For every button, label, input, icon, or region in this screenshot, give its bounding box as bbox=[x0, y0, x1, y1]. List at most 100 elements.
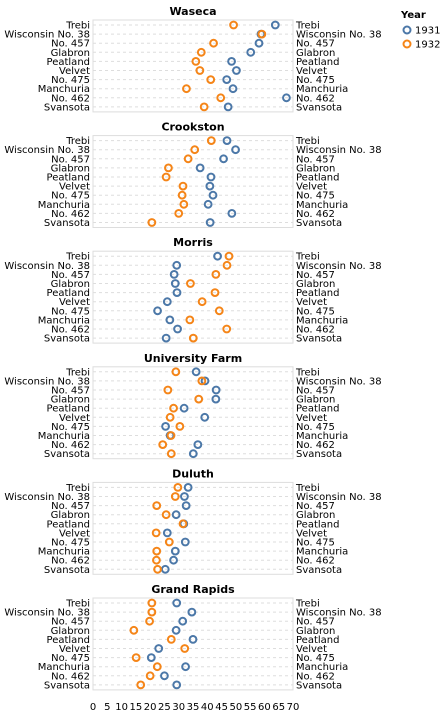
facet-title-duluth: Duluth bbox=[172, 467, 214, 480]
y-tick-right-morris-velvet: Velvet bbox=[296, 297, 327, 308]
point-grand-rapids-manchuria-1932 bbox=[152, 662, 162, 672]
point-waseca-no-457-1931 bbox=[254, 38, 264, 48]
y-tick-right-crookston-svansota: Svansota bbox=[296, 218, 342, 229]
point-morris-manchuria-1931 bbox=[165, 315, 175, 325]
y-tick-right-morris-trebi: Trebi bbox=[295, 252, 320, 263]
y-tick-left-duluth-no-475: No. 475 bbox=[51, 538, 90, 549]
y-tick-left-grand-rapids-manchuria: Manchuria bbox=[38, 662, 90, 673]
point-university-farm-no-462-1931 bbox=[193, 440, 203, 450]
y-tick-right-waseca-manchuria: Manchuria bbox=[296, 84, 348, 95]
point-university-farm-velvet-1931 bbox=[200, 412, 210, 422]
y-tick-right-university-farm-no-457: No. 457 bbox=[296, 386, 335, 397]
y-tick-right-crookston-manchuria: Manchuria bbox=[296, 200, 348, 211]
facet-title-crookston: Crookston bbox=[161, 121, 224, 134]
point-crookston-no-475-1931 bbox=[208, 190, 218, 200]
y-tick-right-duluth-glabron: Glabron bbox=[296, 510, 335, 521]
facet-frame-waseca bbox=[92, 19, 294, 113]
point-morris-velvet-1931 bbox=[162, 297, 172, 307]
facet-title-grand-rapids: Grand Rapids bbox=[151, 583, 235, 596]
point-morris-no-475-1932 bbox=[214, 306, 224, 316]
y-tick-left-grand-rapids-svansota: Svansota bbox=[44, 680, 90, 691]
y-tick-right-grand-rapids-glabron: Glabron bbox=[296, 626, 335, 637]
y-tick-right-morris-wisconsin-no-38: Wisconsin No. 38 bbox=[296, 261, 382, 272]
point-crookston-trebi-1931 bbox=[222, 136, 232, 146]
y-tick-right-crookston-no-457: No. 457 bbox=[296, 154, 335, 165]
x-tick-40: 40 bbox=[201, 702, 214, 713]
x-tick-25: 25 bbox=[158, 702, 171, 713]
y-tick-right-grand-rapids-no-457: No. 457 bbox=[296, 617, 335, 628]
y-tick-right-duluth-no-457: No. 457 bbox=[296, 501, 335, 512]
y-tick-left-morris-wisconsin-no-38: Wisconsin No. 38 bbox=[4, 261, 90, 272]
point-university-farm-svansota-1931 bbox=[188, 449, 198, 459]
facet-title-waseca: Waseca bbox=[169, 5, 216, 18]
point-waseca-no-475-1932 bbox=[206, 75, 216, 84]
point-duluth-no-475-1932 bbox=[164, 537, 174, 547]
y-tick-left-crookston-manchuria: Manchuria bbox=[38, 200, 90, 211]
point-crookston-manchuria-1931 bbox=[203, 199, 213, 209]
point-duluth-no-457-1932 bbox=[152, 501, 162, 511]
point-waseca-no-462-1932 bbox=[216, 93, 226, 103]
y-tick-left-crookston-velvet: Velvet bbox=[59, 182, 90, 193]
y-tick-right-waseca-no-457: No. 457 bbox=[296, 39, 335, 50]
y-tick-left-grand-rapids-no-457: No. 457 bbox=[51, 617, 90, 628]
point-duluth-wisconsin-no-38-1932 bbox=[170, 492, 180, 501]
y-tick-left-duluth-manchuria: Manchuria bbox=[38, 547, 90, 558]
point-university-farm-trebi-1931 bbox=[191, 367, 201, 377]
facet-title-university-farm: University Farm bbox=[144, 352, 242, 365]
point-morris-wisconsin-no-38-1931 bbox=[172, 260, 182, 270]
y-tick-left-grand-rapids-wisconsin-no-38: Wisconsin No. 38 bbox=[4, 608, 90, 619]
point-crookston-manchuria-1932 bbox=[179, 199, 189, 209]
y-tick-right-waseca-wisconsin-no-38: Wisconsin No. 38 bbox=[296, 30, 382, 41]
y-tick-right-grand-rapids-trebi: Trebi bbox=[295, 599, 320, 610]
y-tick-left-university-farm-wisconsin-no-38: Wisconsin No. 38 bbox=[4, 376, 90, 387]
point-university-farm-peatland-1932 bbox=[169, 403, 178, 413]
y-tick-right-university-farm-peatland: Peatland bbox=[296, 404, 339, 415]
y-tick-right-waseca-svansota: Svansota bbox=[296, 102, 342, 113]
y-tick-right-grand-rapids-velvet: Velvet bbox=[296, 644, 327, 655]
point-morris-peatland-1931 bbox=[172, 288, 182, 298]
x-tick-0: 0 bbox=[90, 702, 96, 713]
point-duluth-no-457-1931 bbox=[181, 501, 191, 511]
y-tick-right-duluth-no-462: No. 462 bbox=[296, 556, 335, 567]
y-tick-left-waseca-svansota: Svansota bbox=[44, 102, 90, 113]
point-crookston-no-475-1932 bbox=[177, 190, 187, 200]
x-tick-70: 70 bbox=[287, 702, 300, 713]
point-university-farm-peatland-1931 bbox=[179, 403, 189, 413]
y-tick-left-waseca-no-457: No. 457 bbox=[51, 39, 90, 50]
y-tick-right-duluth-manchuria: Manchuria bbox=[296, 547, 348, 558]
point-grand-rapids-svansota-1931 bbox=[172, 680, 182, 690]
y-tick-right-morris-peatland: Peatland bbox=[296, 288, 339, 299]
point-duluth-svansota-1932 bbox=[153, 564, 162, 574]
point-university-farm-wisconsin-no-38-1932 bbox=[197, 376, 207, 386]
point-crookston-wisconsin-no-38-1932 bbox=[190, 145, 200, 155]
x-tick-45: 45 bbox=[215, 702, 228, 713]
y-tick-left-morris-peatland: Peatland bbox=[47, 288, 90, 299]
y-tick-right-waseca-peatland: Peatland bbox=[296, 57, 339, 68]
point-morris-no-457-1932 bbox=[211, 270, 221, 279]
y-tick-right-morris-no-475: No. 475 bbox=[296, 306, 335, 317]
point-grand-rapids-trebi-1932 bbox=[147, 598, 157, 608]
y-tick-left-waseca-velvet: Velvet bbox=[59, 66, 90, 77]
x-tick-60: 60 bbox=[258, 702, 271, 713]
y-tick-right-university-farm-svansota: Svansota bbox=[296, 449, 342, 460]
point-waseca-no-462-1931 bbox=[282, 93, 291, 103]
point-university-farm-glabron-1932 bbox=[194, 394, 204, 404]
point-grand-rapids-velvet-1932 bbox=[180, 644, 190, 653]
point-crookston-trebi-1932 bbox=[206, 136, 216, 146]
point-duluth-glabron-1932 bbox=[161, 510, 171, 520]
y-tick-right-morris-no-462: No. 462 bbox=[296, 325, 335, 336]
y-tick-left-morris-svansota: Svansota bbox=[44, 334, 90, 345]
point-university-farm-trebi-1932 bbox=[171, 367, 181, 377]
y-tick-right-duluth-wisconsin-no-38: Wisconsin No. 38 bbox=[296, 492, 382, 503]
point-waseca-velvet-1932 bbox=[195, 66, 205, 75]
y-tick-right-crookston-no-462: No. 462 bbox=[296, 209, 335, 220]
point-duluth-no-475-1931 bbox=[180, 537, 190, 547]
point-grand-rapids-glabron-1932 bbox=[129, 625, 139, 635]
facet-frame-grand-rapids bbox=[92, 597, 294, 691]
y-tick-left-crookston-no-462: No. 462 bbox=[51, 209, 90, 220]
point-morris-glabron-1931 bbox=[170, 279, 180, 288]
x-tick-15: 15 bbox=[129, 702, 142, 713]
point-duluth-trebi-1932 bbox=[173, 483, 183, 492]
point-waseca-manchuria-1931 bbox=[228, 84, 238, 94]
